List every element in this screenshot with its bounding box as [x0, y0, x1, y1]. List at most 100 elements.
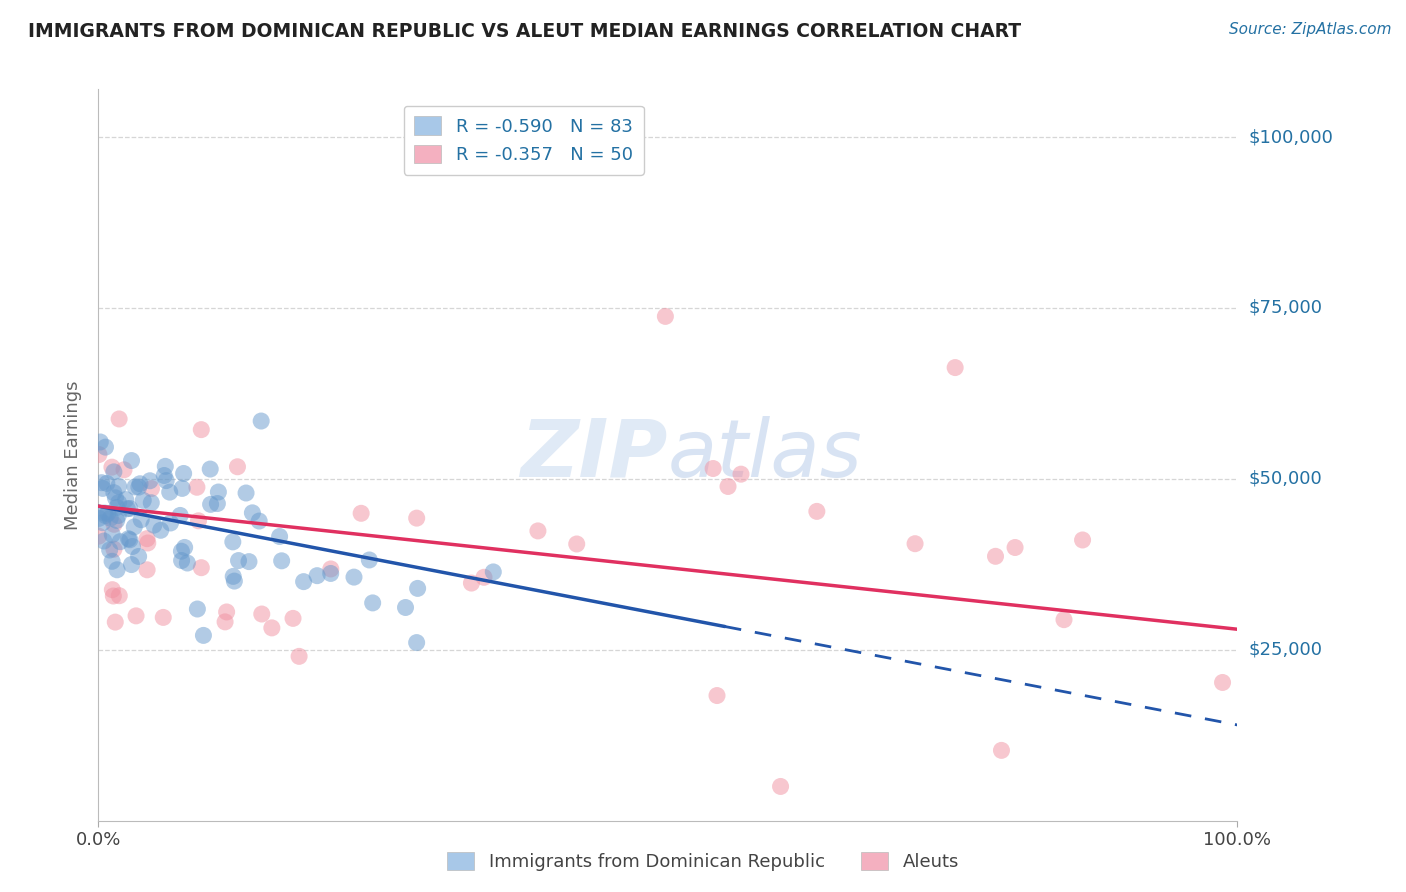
Point: [260, 621, 283, 635]
Point: [107, 496, 129, 510]
Point: [101, 554, 124, 568]
Point: [222, 569, 245, 583]
Point: [242, 506, 264, 520]
Text: $75,000: $75,000: [1249, 299, 1323, 317]
Point: [319, 562, 342, 576]
Point: [117, 501, 139, 516]
Point: [250, 414, 273, 428]
Point: [105, 500, 128, 515]
Point: [361, 596, 384, 610]
Point: [96, 476, 118, 491]
Point: [717, 479, 740, 493]
Point: [141, 482, 163, 496]
Point: [114, 492, 136, 507]
Point: [281, 611, 304, 625]
Point: [90, 475, 112, 490]
Point: [136, 532, 159, 546]
Point: [94, 440, 117, 454]
Point: [94, 508, 117, 523]
Point: [224, 574, 246, 588]
Point: [103, 542, 125, 557]
Point: [406, 582, 429, 596]
Point: [104, 491, 127, 505]
Point: [706, 689, 728, 703]
Point: [152, 610, 174, 624]
Point: [288, 649, 311, 664]
Point: [89, 435, 111, 450]
Point: [1071, 533, 1094, 547]
Point: [149, 523, 172, 537]
Point: [121, 453, 143, 467]
Point: [108, 534, 131, 549]
Point: [87, 448, 110, 462]
Point: [124, 520, 146, 534]
Point: [101, 460, 124, 475]
Point: [193, 628, 215, 642]
Point: [142, 518, 165, 533]
Point: [214, 615, 236, 629]
Point: [155, 459, 177, 474]
Point: [235, 486, 257, 500]
Point: [207, 485, 229, 500]
Point: [186, 602, 208, 616]
Point: [228, 553, 250, 567]
Point: [238, 555, 260, 569]
Point: [107, 479, 129, 493]
Point: [226, 459, 249, 474]
Point: [141, 496, 163, 510]
Point: [101, 582, 124, 597]
Point: [222, 534, 245, 549]
Point: [155, 474, 177, 488]
Point: [319, 566, 342, 581]
Point: [159, 516, 181, 530]
Point: [169, 508, 191, 523]
Point: [87, 511, 110, 525]
Point: [159, 485, 181, 500]
Point: [103, 465, 125, 479]
Point: [103, 589, 125, 603]
Text: $50,000: $50,000: [1249, 470, 1322, 488]
Point: [93, 506, 115, 520]
Point: [98, 511, 121, 525]
Point: [97, 507, 120, 521]
Point: [103, 517, 125, 532]
Point: [91, 516, 114, 530]
Point: [172, 482, 194, 496]
Point: [190, 560, 212, 574]
Text: $25,000: $25,000: [1249, 640, 1323, 659]
Point: [118, 501, 141, 516]
Point: [98, 543, 121, 558]
Point: [187, 514, 209, 528]
Point: [943, 360, 966, 375]
Point: [128, 549, 150, 564]
Point: [250, 607, 273, 621]
Point: [112, 463, 135, 477]
Point: [139, 474, 162, 488]
Point: [1053, 613, 1076, 627]
Point: [307, 568, 329, 582]
Point: [101, 527, 124, 541]
Point: [730, 467, 752, 482]
Point: [104, 615, 127, 629]
Point: [186, 480, 208, 494]
Point: [1004, 541, 1026, 555]
Point: [806, 504, 828, 518]
Point: [124, 480, 146, 494]
Point: [108, 589, 131, 603]
Point: [93, 534, 115, 549]
Point: [129, 476, 152, 491]
Point: [125, 608, 148, 623]
Point: [565, 537, 588, 551]
Point: [176, 556, 198, 570]
Point: [103, 485, 125, 500]
Point: [136, 536, 159, 550]
Point: [215, 605, 238, 619]
Point: [190, 423, 212, 437]
Point: [91, 482, 114, 496]
Point: [1212, 675, 1234, 690]
Point: [170, 553, 193, 567]
Point: [990, 743, 1012, 757]
Point: [173, 467, 195, 481]
Y-axis label: Median Earnings: Median Earnings: [65, 380, 83, 530]
Point: [350, 506, 373, 520]
